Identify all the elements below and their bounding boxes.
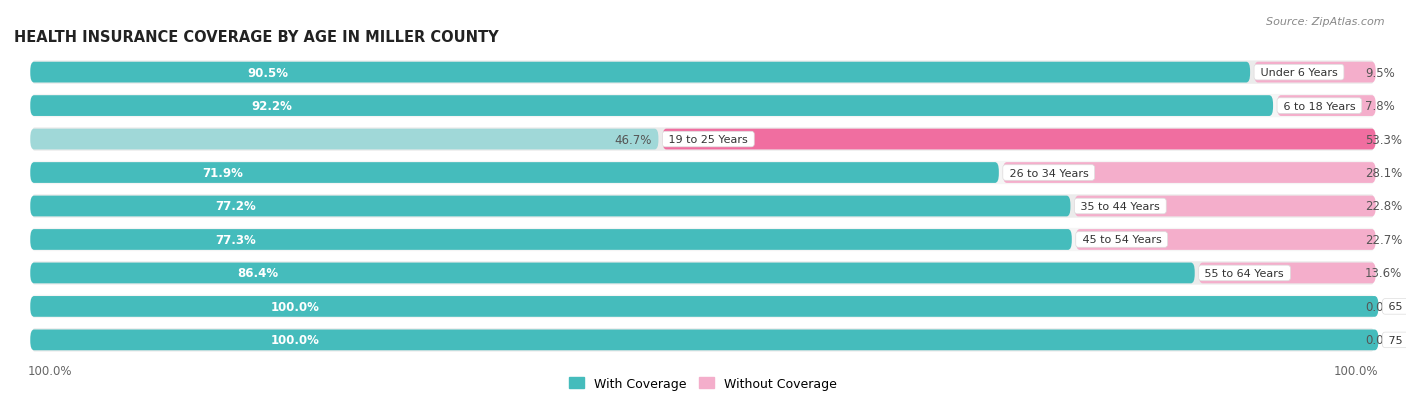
Text: 28.1%: 28.1% — [1365, 166, 1402, 180]
Text: 77.3%: 77.3% — [215, 233, 256, 247]
FancyBboxPatch shape — [31, 263, 1195, 284]
Text: 6 to 18 Years: 6 to 18 Years — [1279, 101, 1360, 112]
Text: 75 Years and older: 75 Years and older — [1385, 335, 1406, 345]
Text: 26 to 34 Years: 26 to 34 Years — [1005, 168, 1092, 178]
FancyBboxPatch shape — [1277, 96, 1375, 117]
FancyBboxPatch shape — [1254, 63, 1375, 83]
FancyBboxPatch shape — [31, 294, 1375, 320]
Text: 35 to 44 Years: 35 to 44 Years — [1077, 202, 1163, 211]
FancyBboxPatch shape — [31, 230, 1071, 250]
Text: 100.0%: 100.0% — [271, 334, 319, 347]
Text: 86.4%: 86.4% — [238, 267, 278, 280]
Text: 22.8%: 22.8% — [1365, 200, 1402, 213]
Text: 46.7%: 46.7% — [614, 133, 651, 146]
Text: 22.7%: 22.7% — [1365, 233, 1402, 247]
FancyBboxPatch shape — [31, 96, 1272, 117]
FancyBboxPatch shape — [31, 193, 1375, 220]
FancyBboxPatch shape — [1199, 263, 1375, 284]
FancyBboxPatch shape — [31, 160, 1375, 186]
FancyBboxPatch shape — [31, 163, 998, 183]
Text: 7.8%: 7.8% — [1365, 100, 1395, 113]
Text: 45 to 54 Years: 45 to 54 Years — [1078, 235, 1164, 245]
Legend: With Coverage, Without Coverage: With Coverage, Without Coverage — [564, 372, 842, 395]
FancyBboxPatch shape — [31, 60, 1375, 86]
Text: 100.0%: 100.0% — [1334, 364, 1378, 377]
FancyBboxPatch shape — [31, 296, 1378, 317]
Text: 53.3%: 53.3% — [1365, 133, 1402, 146]
Text: HEALTH INSURANCE COVERAGE BY AGE IN MILLER COUNTY: HEALTH INSURANCE COVERAGE BY AGE IN MILL… — [14, 30, 499, 45]
FancyBboxPatch shape — [662, 129, 1375, 150]
Text: 19 to 25 Years: 19 to 25 Years — [665, 135, 751, 145]
FancyBboxPatch shape — [31, 260, 1375, 286]
Text: 100.0%: 100.0% — [28, 364, 72, 377]
FancyBboxPatch shape — [1002, 163, 1375, 183]
FancyBboxPatch shape — [31, 227, 1375, 253]
Text: 92.2%: 92.2% — [252, 100, 292, 113]
FancyBboxPatch shape — [1074, 196, 1375, 217]
FancyBboxPatch shape — [31, 327, 1375, 353]
FancyBboxPatch shape — [31, 93, 1375, 119]
Text: 77.2%: 77.2% — [215, 200, 256, 213]
Text: 65 to 74 Years: 65 to 74 Years — [1385, 301, 1406, 312]
FancyBboxPatch shape — [31, 330, 1378, 350]
FancyBboxPatch shape — [31, 196, 1070, 217]
FancyBboxPatch shape — [31, 129, 658, 150]
FancyBboxPatch shape — [1076, 230, 1375, 250]
Text: 9.5%: 9.5% — [1365, 66, 1395, 79]
FancyBboxPatch shape — [31, 127, 1375, 153]
Text: 90.5%: 90.5% — [247, 66, 288, 79]
Text: 55 to 64 Years: 55 to 64 Years — [1202, 268, 1288, 278]
Text: 0.0%: 0.0% — [1365, 334, 1395, 347]
Text: Under 6 Years: Under 6 Years — [1257, 68, 1341, 78]
Text: 0.0%: 0.0% — [1365, 300, 1395, 313]
Text: 71.9%: 71.9% — [202, 166, 243, 180]
Text: 13.6%: 13.6% — [1365, 267, 1402, 280]
Text: 100.0%: 100.0% — [271, 300, 319, 313]
Text: Source: ZipAtlas.com: Source: ZipAtlas.com — [1267, 17, 1385, 26]
FancyBboxPatch shape — [31, 63, 1250, 83]
